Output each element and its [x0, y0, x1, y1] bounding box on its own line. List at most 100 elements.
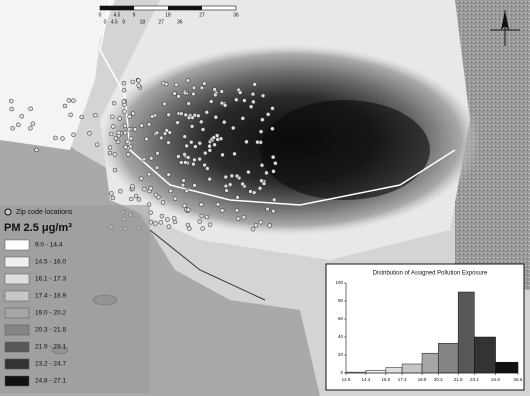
x-tick-label: 24.8	[491, 377, 500, 382]
legend-title: PM 2.5 μg/m³	[4, 222, 72, 234]
zip-dot	[118, 117, 122, 121]
zip-dot	[142, 157, 146, 161]
scale-label: 4.5	[111, 19, 118, 25]
zip-dot	[198, 157, 202, 161]
zip-dot	[35, 148, 39, 152]
zip-dot	[198, 141, 202, 145]
zip-dot	[222, 120, 226, 124]
zip-dot	[223, 103, 227, 107]
zip-dot	[236, 195, 240, 199]
zip-dot	[16, 123, 20, 127]
zip-dot	[10, 107, 14, 111]
zip-dot	[133, 127, 137, 131]
scale-label: 0	[104, 19, 107, 25]
zip-dot	[192, 86, 196, 90]
hist-bar	[438, 343, 458, 373]
zip-dot	[69, 113, 73, 117]
zip-dot	[270, 127, 274, 131]
zip-dot	[122, 100, 126, 104]
zip-dot	[185, 189, 189, 193]
zip-dot	[137, 197, 141, 201]
zip-dot	[172, 216, 176, 220]
hist-bar	[402, 364, 422, 373]
zip-dot	[160, 214, 164, 218]
zip-dot	[145, 137, 149, 141]
zip-dot	[149, 186, 153, 190]
zip-dot	[216, 202, 220, 206]
zip-dot	[261, 94, 265, 98]
zip-dot	[164, 82, 168, 86]
zip-dot	[165, 218, 169, 222]
zip-dot	[220, 89, 224, 93]
legend-label: 19.0 - 20.2	[35, 310, 66, 317]
zip-dot	[202, 82, 206, 86]
zip-dot	[154, 193, 158, 197]
zip-dot	[216, 137, 220, 141]
zip-dot	[268, 223, 272, 227]
zip-dot	[187, 116, 191, 120]
zip-dot	[233, 152, 237, 156]
zip-dot	[214, 115, 218, 119]
zip-dot	[258, 186, 262, 190]
zip-dot	[87, 131, 91, 135]
zip-dot	[205, 110, 209, 114]
zip-dot	[110, 115, 114, 119]
scale-label: 36	[177, 19, 183, 25]
zip-dot	[273, 161, 277, 165]
zip-dot	[176, 121, 180, 125]
zip-dot	[149, 156, 153, 160]
legend-swatch	[5, 308, 29, 318]
zip-dot	[159, 220, 163, 224]
zip-dot	[118, 189, 122, 193]
zip-dot	[111, 124, 115, 128]
zip-dot	[147, 172, 151, 176]
legend-swatch	[5, 376, 29, 386]
zip-dot	[161, 201, 165, 205]
legend-label: 24.8 - 27.1	[35, 378, 66, 385]
scale-bar	[168, 6, 202, 10]
legend: 9.0 - 14.414.5 - 16.016.1 - 17.317.4 - 1…	[5, 240, 66, 386]
zip-dot	[201, 226, 205, 230]
zip-dot	[205, 215, 209, 219]
zip-dot	[187, 101, 191, 105]
zip-dot	[114, 136, 118, 140]
zip-dot	[72, 133, 76, 137]
zip-dot	[131, 112, 135, 116]
y-tick-label: 60	[338, 316, 344, 321]
zip-dot	[199, 203, 203, 207]
x-tick-label: 12.8	[342, 377, 351, 382]
zip-dot	[173, 92, 177, 96]
zip-dot	[159, 136, 163, 140]
zip-dot	[235, 174, 239, 178]
legend-label: 9.0 - 14.4	[35, 242, 63, 249]
legend-label: 21.9 - 23.1	[35, 344, 66, 351]
zip-dot	[199, 120, 203, 124]
zip-dot	[270, 106, 274, 110]
zip-dot	[262, 182, 266, 186]
x-tick-label: 26.6	[514, 377, 523, 382]
zip-dot	[271, 155, 275, 159]
zip-dot	[184, 113, 188, 117]
zip-dot	[259, 130, 263, 134]
zip-dot	[260, 118, 264, 122]
zip-dot	[254, 223, 258, 227]
plume-core	[260, 100, 430, 200]
zip-dot	[11, 126, 15, 130]
zip-dot	[196, 114, 200, 118]
hist-bar	[366, 370, 386, 373]
legend-label: 20.3 - 21.8	[35, 327, 66, 334]
zip-dot	[134, 194, 138, 198]
zip-dot	[173, 197, 177, 201]
scale-label: 4.5	[114, 12, 121, 18]
zip-dot	[208, 223, 212, 227]
zip-dot	[253, 82, 257, 86]
zip-dot	[215, 134, 219, 138]
zip-dot	[111, 196, 115, 200]
zip-dot	[183, 91, 187, 95]
legend-label: 16.1 - 17.3	[35, 276, 66, 283]
zip-dot	[192, 158, 196, 162]
zip-dot	[127, 127, 131, 131]
zip-dot	[224, 184, 228, 188]
zip-dot	[177, 94, 181, 98]
zip-dot	[186, 208, 190, 212]
